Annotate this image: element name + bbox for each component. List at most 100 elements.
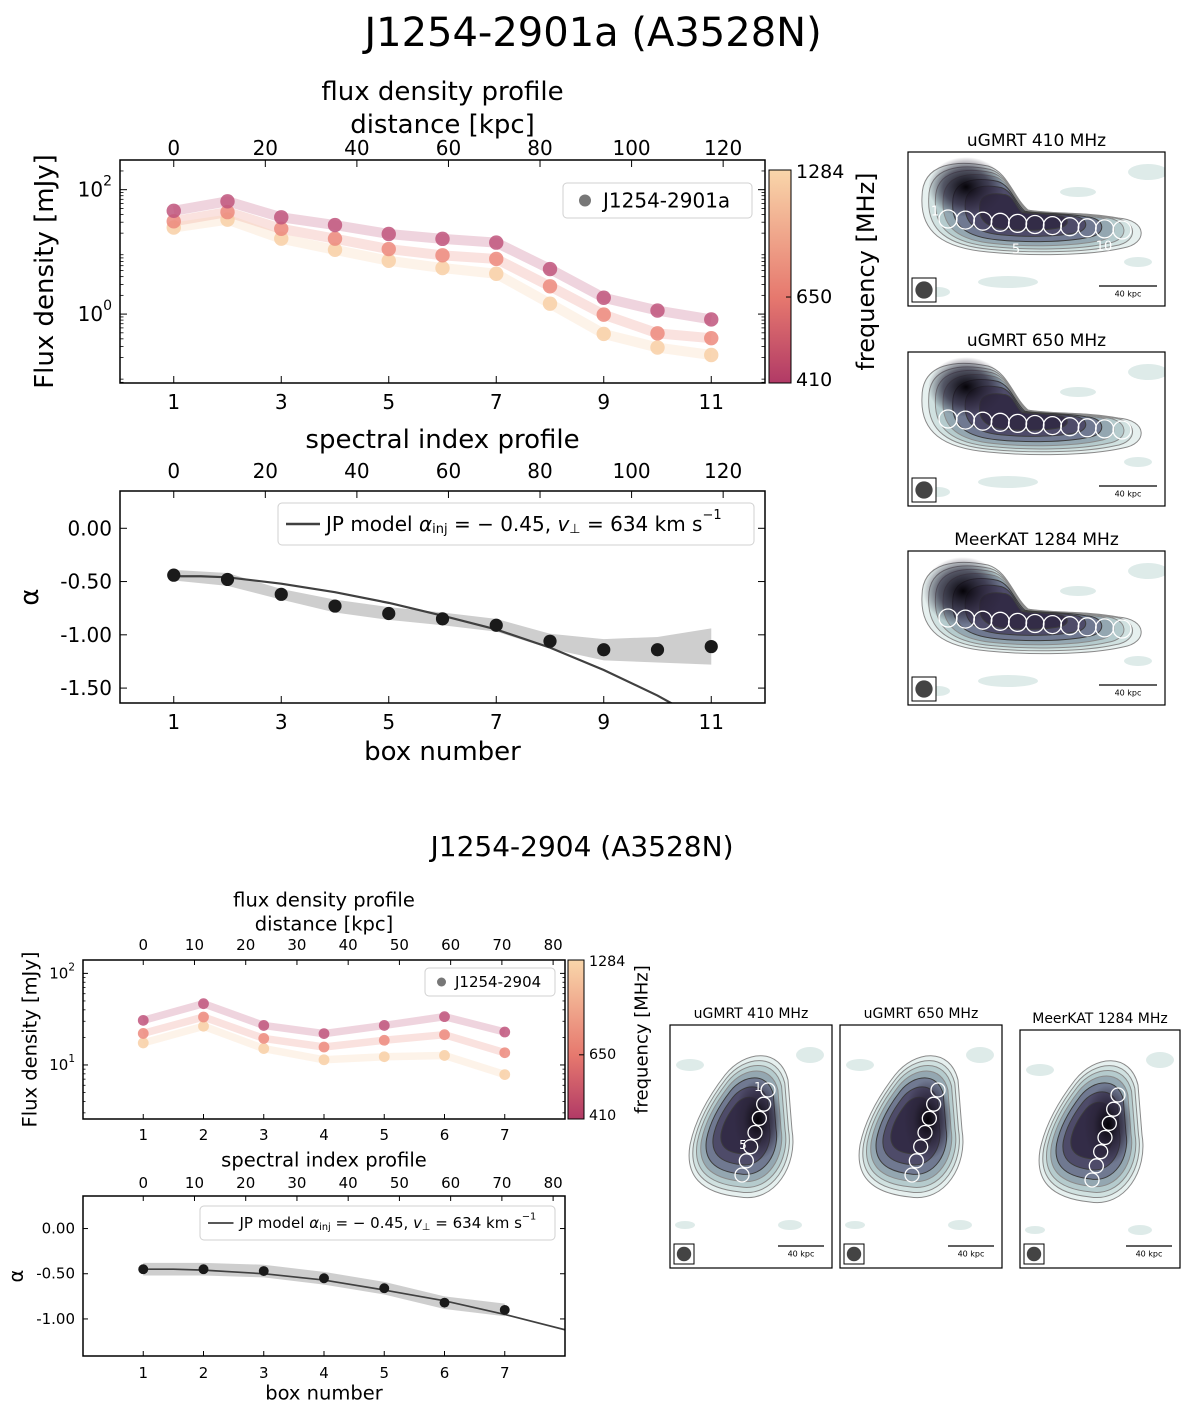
noise-patch — [846, 1059, 874, 1071]
box-region-1 — [760, 1082, 776, 1098]
top-x-tick-label: 40 — [344, 136, 369, 160]
box-region-4 — [747, 1124, 763, 1141]
flux-point-410-box-2 — [198, 998, 209, 1010]
top-x-tick-label: 80 — [544, 936, 563, 954]
box-region-11 — [1112, 619, 1132, 639]
top-x-tick-label: 40 — [339, 936, 358, 954]
flux-point-1284-box-4 — [327, 242, 343, 258]
noise-patch — [1060, 187, 1096, 197]
top-x-tick-label: 120 — [704, 459, 742, 483]
noise-patch — [1124, 257, 1152, 267]
map-frame — [669, 1024, 833, 1269]
box-region-5 — [1093, 1144, 1109, 1160]
top-x-tick-label: 0 — [167, 136, 180, 160]
flux-point-1284-box-2 — [198, 1020, 209, 1032]
emission-core — [928, 157, 1004, 217]
scalebar-label: 40 kpc — [1115, 290, 1142, 299]
noise-patch — [1060, 387, 1096, 397]
legend: J1254-2901a — [562, 182, 753, 219]
top-x-axis-label: distance [kpc] — [255, 913, 393, 936]
top-x-tick-label: 40 — [344, 459, 369, 483]
beam-ellipse — [846, 1246, 862, 1262]
noise-patch — [978, 675, 1038, 687]
flux-point-650-box-9 — [596, 307, 611, 322]
beam-ellipse — [1026, 1246, 1042, 1262]
alpha-point-box-5 — [379, 1283, 390, 1294]
flux-point-650-box-4 — [327, 231, 343, 246]
noise-patch — [845, 1221, 865, 1229]
top-x-tick-label: 80 — [544, 1174, 563, 1192]
top-x-tick-label: 70 — [492, 1174, 511, 1192]
x-tick-label: 1 — [167, 710, 180, 734]
y-axis-label: α — [15, 588, 45, 605]
box-region-7 — [904, 1167, 920, 1183]
noise-patch — [978, 476, 1038, 488]
box-region-2 — [1106, 1101, 1122, 1117]
alpha-point-box-2 — [220, 572, 235, 587]
x-tick-label: 1 — [167, 390, 180, 414]
box-region-11 — [1112, 420, 1132, 440]
flux-point-410-box-4 — [318, 1028, 330, 1040]
top-x-tick-label: 30 — [287, 936, 306, 954]
flux-point-410-box-1 — [137, 1014, 149, 1026]
chart-3: 1 2 3 4 5 6 70 10 20 30 40 50 60 70 800.00-0.50-1.00sp… — [5, 1149, 566, 1405]
top-x-tick-label: 0 — [138, 936, 148, 954]
y-tick-label: 0.00 — [42, 1220, 75, 1238]
noise-patch — [1128, 1225, 1152, 1235]
alpha-error-band — [143, 1262, 505, 1317]
flux-point-410-box-3 — [274, 210, 289, 225]
colorbar-tick-label: 650 — [589, 1047, 616, 1063]
box-number-label: 10 — [1096, 240, 1113, 255]
top-x-tick-label: 80 — [527, 136, 552, 160]
scalebar-label: 40 kpc — [788, 1250, 815, 1259]
x-tick-label: 6 — [440, 1364, 450, 1382]
map-frame — [907, 151, 1166, 307]
flux-point-410-box-7 — [489, 235, 504, 250]
y-tick-label: 100 — [78, 298, 112, 326]
scalebar-label: 40 kpc — [1136, 1250, 1163, 1259]
box-region-6 — [1088, 1158, 1104, 1174]
colorbar-tick-label: 410 — [589, 1108, 616, 1124]
x-tick-label: 5 — [379, 1126, 389, 1144]
x-tick-label: 3 — [259, 1126, 269, 1144]
x-tick-label: 1 — [138, 1126, 148, 1144]
top-x-axis-label: distance [kpc] — [350, 110, 535, 140]
colorbar-tick-label: 1284 — [796, 161, 844, 183]
noise-patch — [676, 1059, 704, 1071]
flux-point-410-box-3 — [258, 1020, 270, 1031]
flux-point-410-box-4 — [327, 217, 343, 233]
flux-point-650-box-6 — [439, 1029, 450, 1041]
box-number-label: 5 — [1012, 243, 1020, 258]
top-x-tick-label: 60 — [441, 936, 460, 954]
flux-point-650-box-6 — [435, 248, 450, 263]
map-title: uGMRT 650 MHz — [864, 1006, 979, 1022]
axes-frame — [119, 490, 766, 704]
x-tick-label: 7 — [490, 390, 503, 414]
noise-patch — [796, 1047, 824, 1063]
top-x-tick-label: 10 — [185, 1174, 204, 1192]
top-x-tick-label: 50 — [390, 1174, 409, 1192]
x-tick-label: 3 — [275, 390, 288, 414]
top-x-tick-label: 20 — [236, 1174, 255, 1192]
map-frame — [1019, 1029, 1181, 1269]
box-number-label: 1 — [754, 1080, 762, 1094]
beam-ellipse — [915, 281, 933, 299]
emission-core — [928, 357, 1004, 417]
x-tick-label: 2 — [199, 1364, 209, 1382]
box-region-2 — [756, 1096, 772, 1112]
flux-point-1284-box-7 — [489, 266, 504, 281]
x-axis-label: box number — [265, 1382, 384, 1405]
top-x-tick-label: 60 — [441, 1174, 460, 1192]
alpha-point-box-2 — [198, 1264, 209, 1275]
top-x-tick-label: 120 — [704, 136, 742, 160]
box-region-3 — [921, 1110, 937, 1126]
flux-point-650-box-2 — [220, 204, 235, 220]
noise-patch — [948, 1220, 972, 1230]
map-title: uGMRT 410 MHz — [694, 1006, 809, 1022]
y-tick-label: -0.50 — [36, 1265, 75, 1283]
legend-label: J1254-2901a — [601, 189, 730, 213]
flux-point-1284-box-6 — [439, 1050, 450, 1061]
